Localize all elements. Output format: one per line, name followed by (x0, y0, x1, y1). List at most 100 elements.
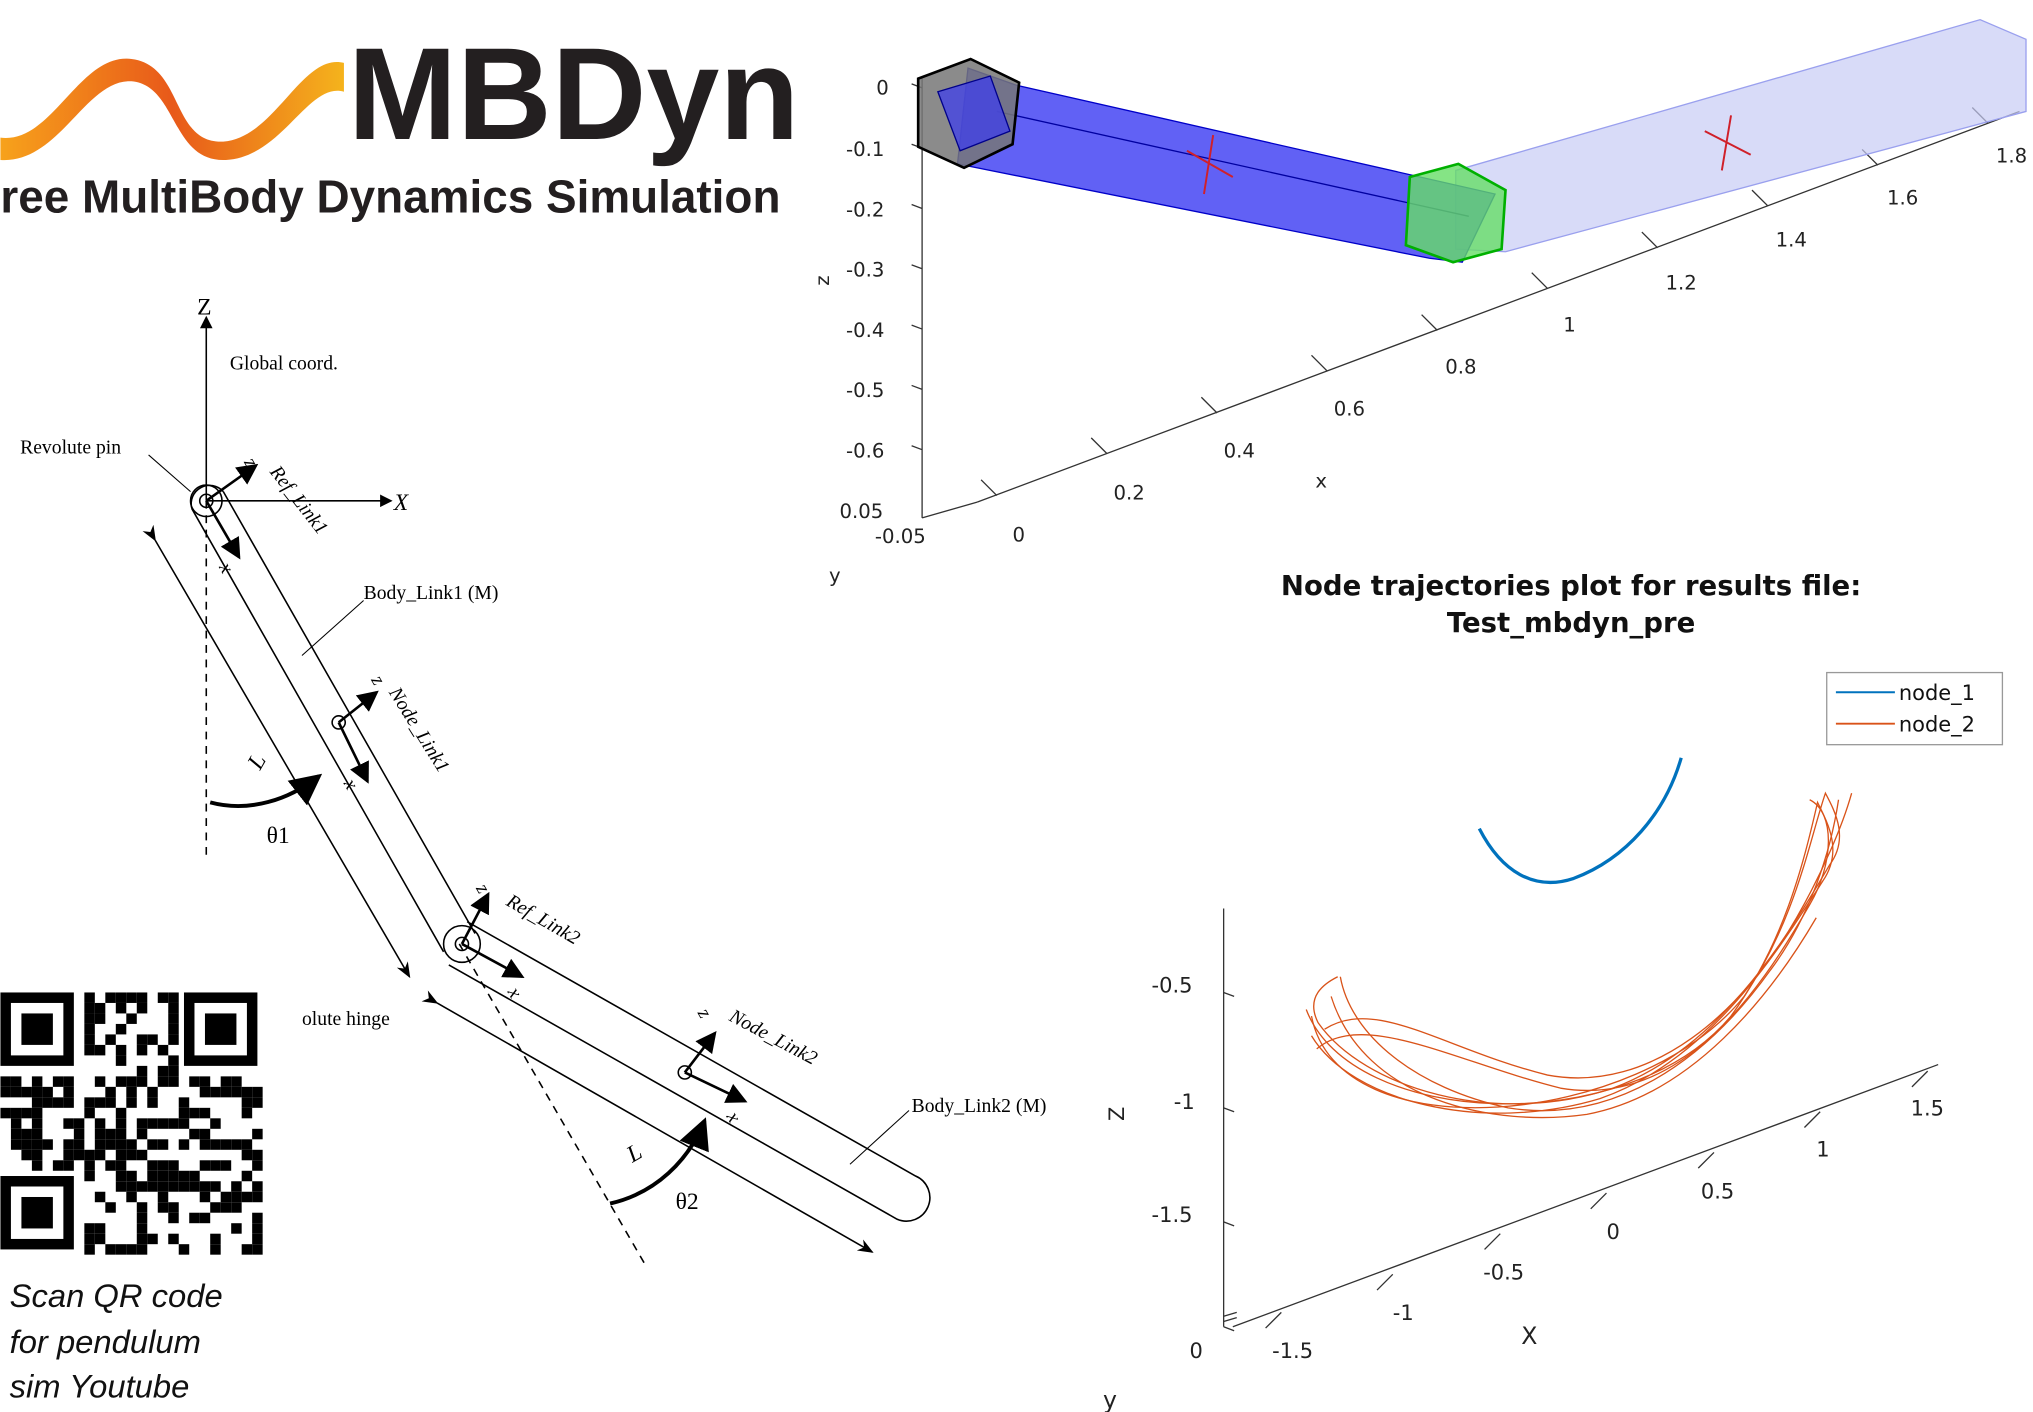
qr-code (136, 1034, 148, 1045)
qr-code (136, 1244, 148, 1255)
qr-code (84, 1097, 95, 1108)
qr-code (168, 1055, 179, 1066)
z-tick-label: -0.6 (846, 440, 884, 463)
qr-code (94, 1128, 106, 1140)
qr-code (178, 1139, 190, 1150)
qr-code (136, 1128, 148, 1140)
qr-code (63, 1118, 74, 1129)
model-bodies (936, 75, 1011, 152)
qr-code (84, 1013, 95, 1024)
qr-code (63, 1139, 74, 1150)
qr-code (189, 1181, 200, 1192)
model-bodies (996, 110, 1469, 217)
poster: Node trajectories plot for results file:… (1281, 570, 1861, 639)
trajectories (1305, 800, 1834, 1114)
poster: -0.5 -1 -1.5 Z 0 -1.5 -1 -0.5 0 0.5 1 1.… (1103, 973, 1944, 1412)
qr-code (84, 1160, 95, 1171)
qr-code (73, 1128, 85, 1140)
diagram-label: Z (197, 295, 211, 321)
qr-code (189, 1212, 200, 1224)
qr-code (189, 1128, 200, 1140)
diagram-label: Global coord. (230, 353, 338, 375)
qr-code (31, 1076, 43, 1087)
legend-label: node_1 (1899, 681, 1975, 706)
trajectory-axes (1232, 1063, 1939, 1328)
qr-code (94, 1118, 106, 1129)
qr-code (52, 1097, 64, 1108)
poster: 0 -0.1 -0.2 -0.3 -0.4 -0.5 -0.6 z 0.05 -… (811, 76, 2027, 587)
qr-code (126, 1013, 137, 1024)
pendulum-diagram (209, 773, 323, 808)
qr-code (105, 1128, 116, 1140)
qr-code (210, 1139, 221, 1150)
x-tick-label: 1.8 (1996, 145, 2027, 168)
qr-code (105, 1086, 116, 1098)
qr-code (178, 1107, 190, 1119)
qr-code (10, 1076, 22, 1087)
qr-code (115, 992, 127, 1003)
qr-code (168, 1212, 179, 1224)
y-tick-label: -0.05 (875, 525, 926, 548)
qr-code (147, 1170, 158, 1182)
y-tick-label: 0.5 (1701, 1179, 1734, 1203)
qr-code (157, 1191, 169, 1203)
z-tick-label: 0 (876, 76, 889, 99)
qr-code (63, 1097, 74, 1108)
qr-code (157, 1170, 169, 1182)
qr-code (252, 1233, 263, 1245)
plot-title: Test_mbdyn_pre (1447, 607, 1695, 639)
qr-code (21, 1149, 32, 1161)
qr-code (0, 992, 263, 1255)
poster: Scan QR code for pendulum sim Youtube vi… (10, 1277, 223, 1404)
qr-code (10, 1118, 22, 1129)
qr-code (252, 1149, 263, 1161)
qr-code (157, 1118, 169, 1129)
qr-code (157, 1160, 169, 1171)
qr-code (52, 1160, 64, 1171)
diagram-label: Node_Link2 (725, 1005, 821, 1070)
qr-code (21, 1128, 32, 1140)
pendulum-diagram (337, 721, 369, 784)
diagram-label: x (502, 982, 526, 1002)
logo-wave (0, 58, 344, 161)
diagram-label: Body_Link1 (M) (364, 582, 499, 604)
qr-code (0, 1076, 11, 1087)
model-bodies (1404, 162, 1507, 264)
qr-code (220, 1191, 232, 1203)
qr-code (147, 1139, 158, 1150)
qr-code (220, 1086, 232, 1098)
trajectories (1305, 791, 1853, 1119)
qr-code (52, 1076, 64, 1087)
y-tick-label: 0 (1190, 1339, 1203, 1363)
qr-code (84, 1044, 95, 1056)
pendulum-diagram (205, 463, 259, 502)
qr-code (168, 1013, 179, 1024)
qr-code (31, 1160, 43, 1171)
diagram-label: x (214, 558, 238, 578)
qr-code (126, 1076, 137, 1087)
qr-code (199, 1076, 211, 1087)
plot-title: Node trajectories plot for results file: (1281, 570, 1861, 602)
qr-code (157, 1065, 169, 1077)
qr-code (105, 1139, 116, 1150)
qr-code (199, 1128, 211, 1140)
qr-code (178, 1244, 190, 1255)
qr-code (241, 1170, 253, 1182)
qr-code (210, 1118, 221, 1129)
pendulum-diagram (448, 920, 931, 1222)
qr-code (147, 1233, 158, 1245)
qr-code (168, 1076, 179, 1087)
qr-code (147, 1086, 158, 1098)
trajectory-axes (1265, 1070, 1929, 1329)
model-bodies (1455, 18, 2027, 253)
qr-code (10, 1086, 22, 1098)
qr-code (42, 1097, 53, 1108)
pendulum-diagram (142, 315, 931, 1266)
qr-code (241, 1139, 253, 1150)
qr-code (126, 1086, 137, 1098)
qr-code (231, 1191, 242, 1203)
model-bodies (1186, 115, 1752, 195)
qr-code (105, 1160, 116, 1171)
qr-code (210, 1244, 221, 1255)
qr-code (126, 1244, 137, 1255)
